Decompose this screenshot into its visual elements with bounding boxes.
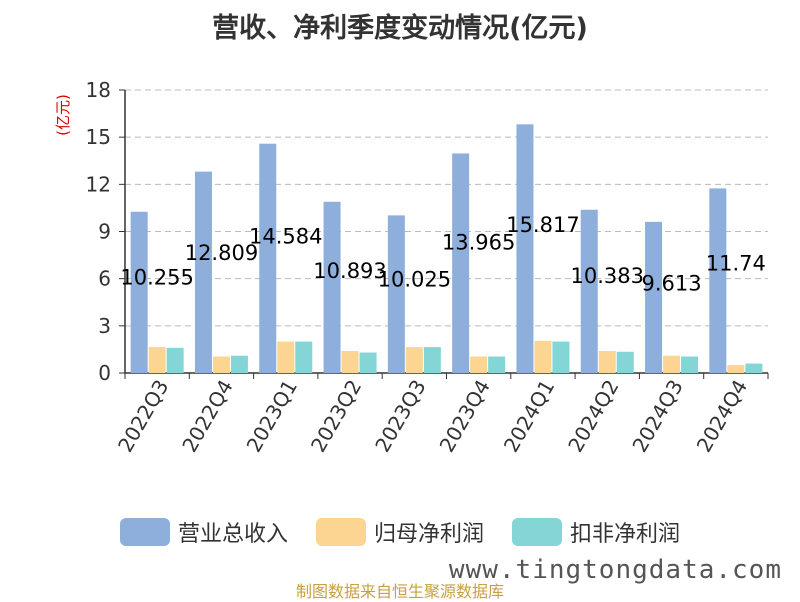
bar[interactable] [295,341,313,373]
y-axis-label: (亿元) [54,94,72,136]
bar[interactable] [534,340,552,373]
x-tick-label: 2023Q2 [306,376,366,457]
bar[interactable] [277,341,295,373]
x-tick-label: 2023Q3 [370,376,430,457]
y-tick-label: 12 [86,172,111,196]
bars [130,124,763,373]
data-label: 9.613 [641,271,701,295]
x-tick-label: 2022Q4 [177,376,237,457]
bar[interactable] [166,347,184,373]
bar[interactable] [341,350,359,373]
x-tick-label: 2024Q4 [692,376,752,457]
bar[interactable] [488,356,506,373]
bar[interactable] [470,356,488,373]
data-label: 14.584 [249,224,322,248]
data-label: 10.255 [120,265,193,289]
y-tick-label: 3 [98,314,111,338]
bar[interactable] [130,211,148,373]
x-tick-label: 2024Q3 [627,376,687,457]
bar[interactable] [230,355,248,373]
bar[interactable] [148,347,166,373]
x-tick-label: 2023Q4 [435,376,495,457]
data-label: 15.817 [506,213,579,237]
bar[interactable] [598,350,616,373]
bar[interactable] [194,171,212,373]
bar[interactable] [323,201,341,373]
legend-swatch-net-profit [315,518,366,546]
bar[interactable] [387,215,405,373]
bar[interactable] [259,143,277,373]
data-label: 12.809 [185,241,258,265]
bar[interactable] [359,352,377,373]
y-tick-label: 0 [98,361,111,385]
data-label: 10.383 [571,264,644,288]
bar[interactable] [552,341,570,373]
bar[interactable] [709,188,727,373]
bar[interactable] [745,363,763,373]
watermark: www.tingtongdata.com [448,555,782,585]
bar[interactable] [727,365,745,373]
source-note: 制图数据来自恒生聚源数据库 [295,582,504,601]
data-label: 13.965 [442,230,515,254]
legend-swatch-deducted-profit [512,518,562,546]
y-tick-label: 15 [86,125,111,149]
bar[interactable] [452,153,470,373]
legend-item-net-profit[interactable]: 归母净利润 [315,516,484,548]
y-tick-label: 18 [86,78,111,102]
x-tick-label: 2024Q1 [499,376,559,457]
legend-item-deducted-profit[interactable]: 扣非净利润 [512,516,680,548]
y-tick-label: 6 [98,267,111,291]
bar[interactable] [663,355,681,373]
bar[interactable] [516,124,534,373]
data-label: 10.893 [313,259,386,283]
bar[interactable] [681,356,699,373]
bar[interactable] [616,351,634,373]
legend-swatch-revenue [119,518,170,546]
legend-item-revenue[interactable]: 营业总收入 [119,516,288,548]
x-tick-label: 2024Q2 [563,376,623,457]
bar[interactable] [645,221,663,373]
bar[interactable] [580,209,598,373]
chart-title: 营收、净利季度变动情况(亿元) [212,13,588,44]
legend-label-revenue: 营业总收入 [177,522,288,547]
bar[interactable] [423,347,441,373]
bar[interactable] [405,347,423,373]
data-label: 11.74 [706,251,766,275]
bar[interactable] [212,356,230,373]
x-tick-label: 2022Q3 [113,376,173,457]
legend-label-net-profit: 归母净利润 [373,522,484,547]
legend: 营业总收入 归母净利润 扣非净利润 [0,516,800,548]
data-label: 10.025 [378,267,451,291]
x-tick-label: 2023Q1 [242,376,302,457]
y-tick-label: 9 [98,220,111,244]
legend-label-deducted-profit: 扣非净利润 [570,522,681,547]
